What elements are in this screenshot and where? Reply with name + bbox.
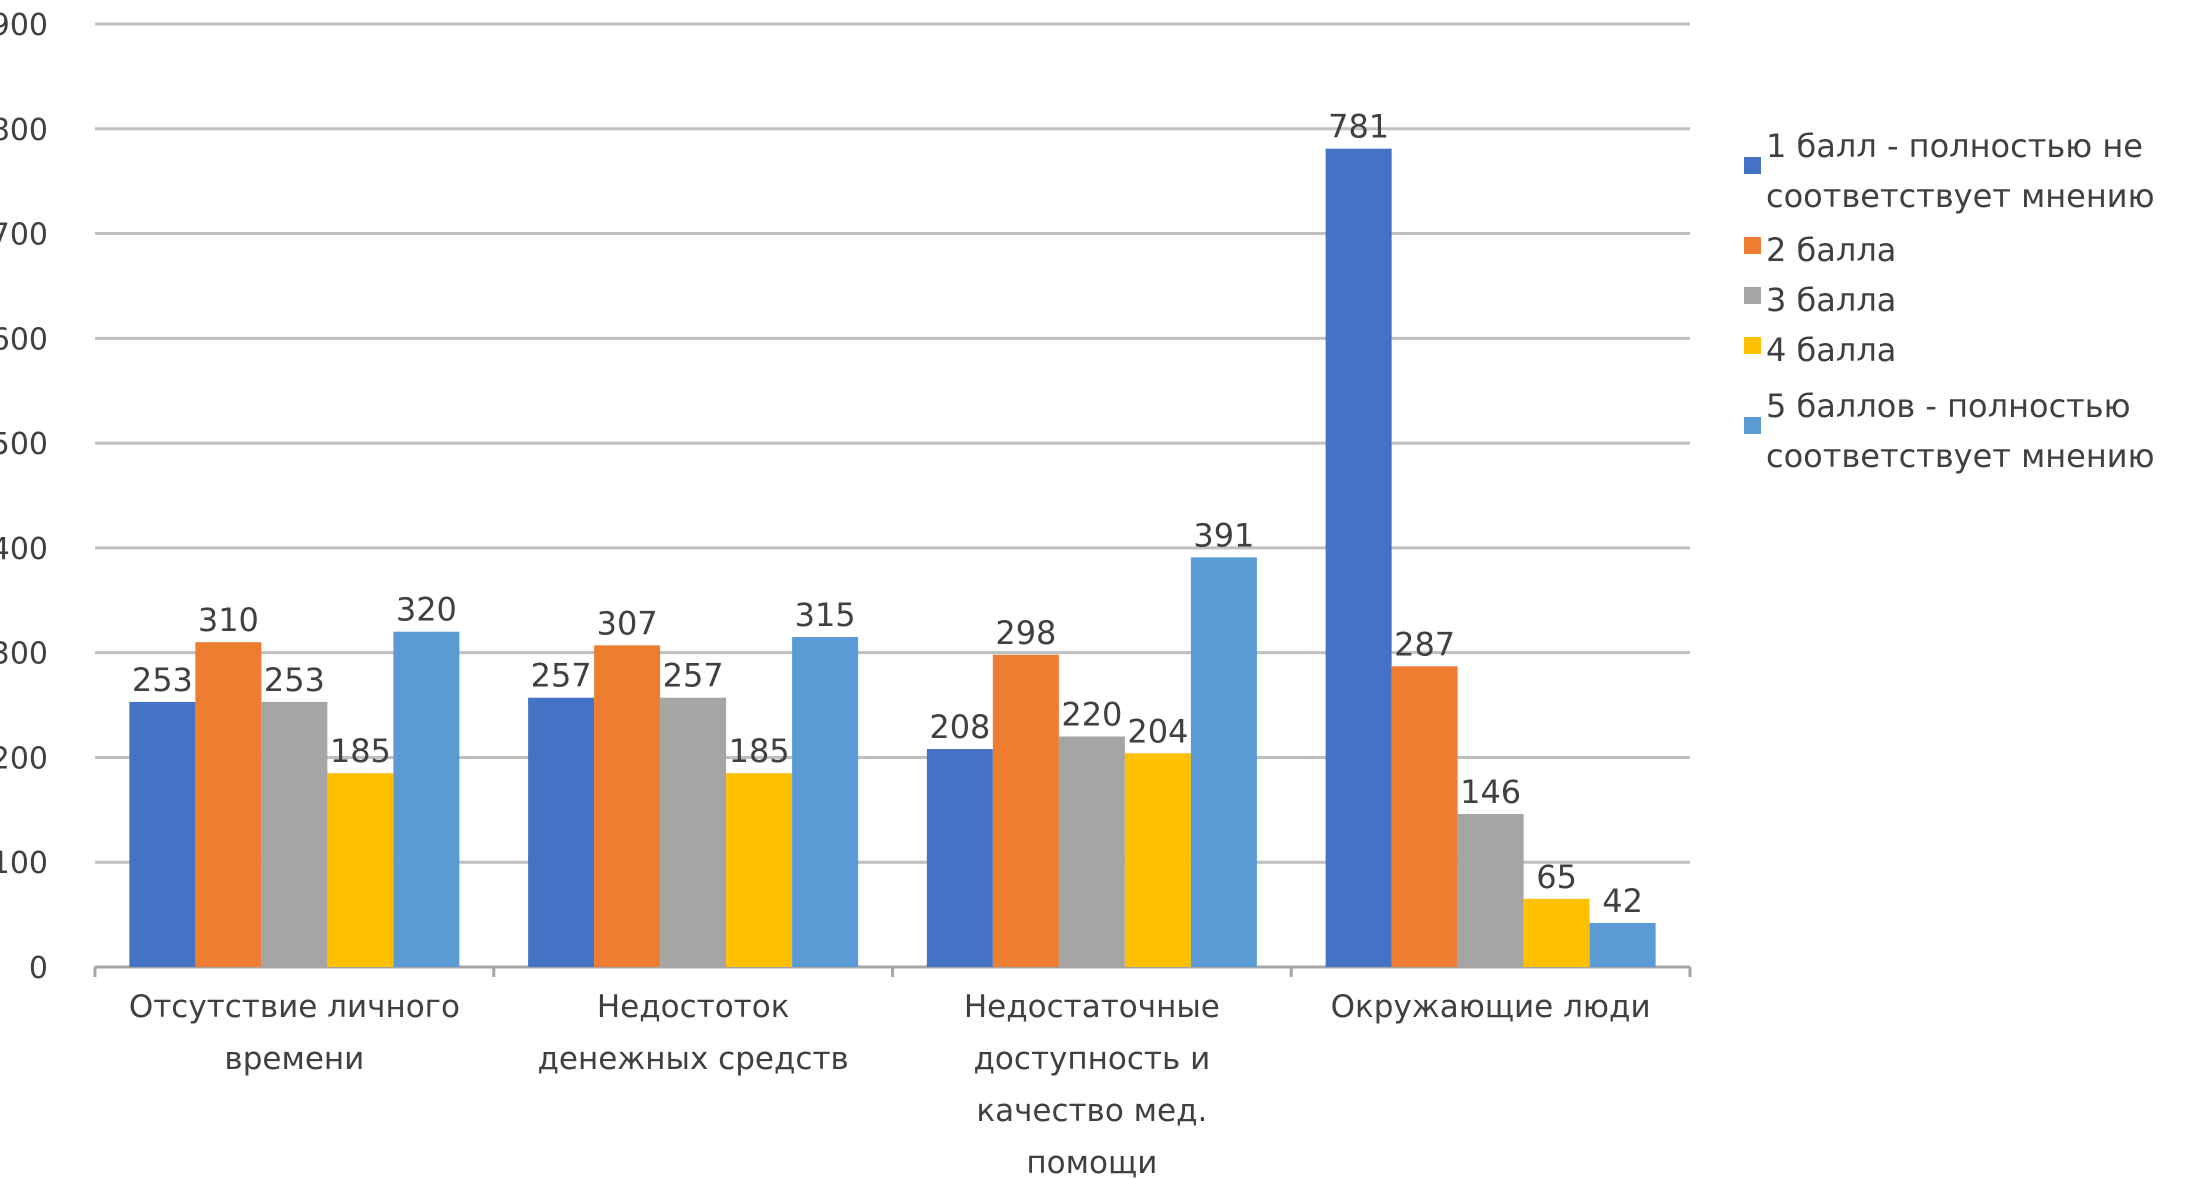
axes: 0 100 200 300 400 500 600 700 800 900 Отсутствие л… — [0, 8, 1692, 1180]
data-label: 204 — [1127, 712, 1188, 750]
data-label: 310 — [198, 601, 259, 639]
bar — [528, 697, 595, 967]
bar — [1124, 753, 1191, 967]
y-tick-label: 100 — [0, 846, 48, 881]
bar — [1523, 898, 1590, 967]
data-label: 185 — [330, 732, 391, 770]
legend-label: 5 баллов - полностью — [1766, 387, 2131, 425]
data-label: 320 — [396, 591, 457, 629]
y-tick-label: 600 — [0, 322, 48, 357]
data-label: 257 — [531, 657, 592, 695]
data-label: 65 — [1536, 858, 1577, 896]
legend-swatch — [1744, 237, 1761, 254]
legend-label: соответствует мнению — [1766, 177, 2155, 215]
legend-swatch — [1744, 417, 1761, 434]
data-label: 307 — [597, 604, 658, 642]
bar — [660, 697, 727, 967]
y-tick-label: 900 — [0, 8, 48, 43]
data-label: 287 — [1394, 625, 1455, 663]
data-label: 781 — [1328, 108, 1389, 146]
bar — [726, 773, 793, 967]
data-label: 315 — [795, 596, 856, 634]
gridlines — [95, 22, 1690, 864]
bar — [792, 636, 859, 967]
legend-label: 1 балл - полностью не — [1766, 127, 2143, 165]
y-tick-label: 800 — [0, 113, 48, 148]
legend-label: соответствует мнению — [1766, 437, 2155, 475]
data-label: 391 — [1193, 516, 1254, 554]
y-tick-label: 700 — [0, 218, 48, 253]
data-label: 253 — [132, 661, 193, 699]
x-category-label: Недостаточные доступность и качество мед. п… — [964, 989, 1220, 1180]
data-label: 257 — [663, 657, 724, 695]
data-label: 42 — [1602, 882, 1643, 920]
bar — [393, 631, 460, 967]
legend-swatch — [1744, 287, 1761, 304]
y-tick-label: 500 — [0, 427, 48, 462]
legend-label: 3 балла — [1766, 281, 1896, 319]
x-category-label: Отсутствие личного времени — [129, 989, 460, 1077]
bar — [1190, 557, 1257, 967]
x-category-label: Окружающие люди — [1331, 989, 1651, 1025]
bar — [1457, 814, 1524, 967]
data-label: 185 — [729, 732, 790, 770]
data-label: 253 — [264, 661, 325, 699]
data-label: 208 — [929, 708, 990, 746]
bar — [594, 645, 661, 967]
legend: 1 балл - полностью не соответствует мнени… — [1744, 127, 2155, 475]
legend-label: 2 балла — [1766, 231, 1896, 269]
y-tick-label: 200 — [0, 741, 48, 776]
y-tick-label: 0 — [29, 951, 48, 986]
bars — [129, 148, 1656, 968]
bar — [261, 701, 328, 967]
data-label: 298 — [995, 614, 1056, 652]
x-category-label: Недостоток денежных средств — [537, 989, 848, 1077]
bar — [327, 773, 394, 967]
bar — [1325, 148, 1392, 968]
legend-swatch — [1744, 337, 1761, 354]
bar — [129, 701, 196, 967]
bar — [195, 642, 262, 967]
y-tick-label: 300 — [0, 637, 48, 672]
legend-swatch — [1744, 157, 1761, 174]
y-tick-label: 400 — [0, 532, 48, 567]
bar — [1589, 922, 1656, 967]
bar — [1391, 666, 1458, 967]
data-label: 220 — [1061, 695, 1122, 733]
legend-label: 4 балла — [1766, 331, 1896, 369]
data-label: 146 — [1460, 773, 1521, 811]
bar — [992, 654, 1059, 967]
bar — [1058, 736, 1125, 967]
bar — [926, 749, 993, 967]
